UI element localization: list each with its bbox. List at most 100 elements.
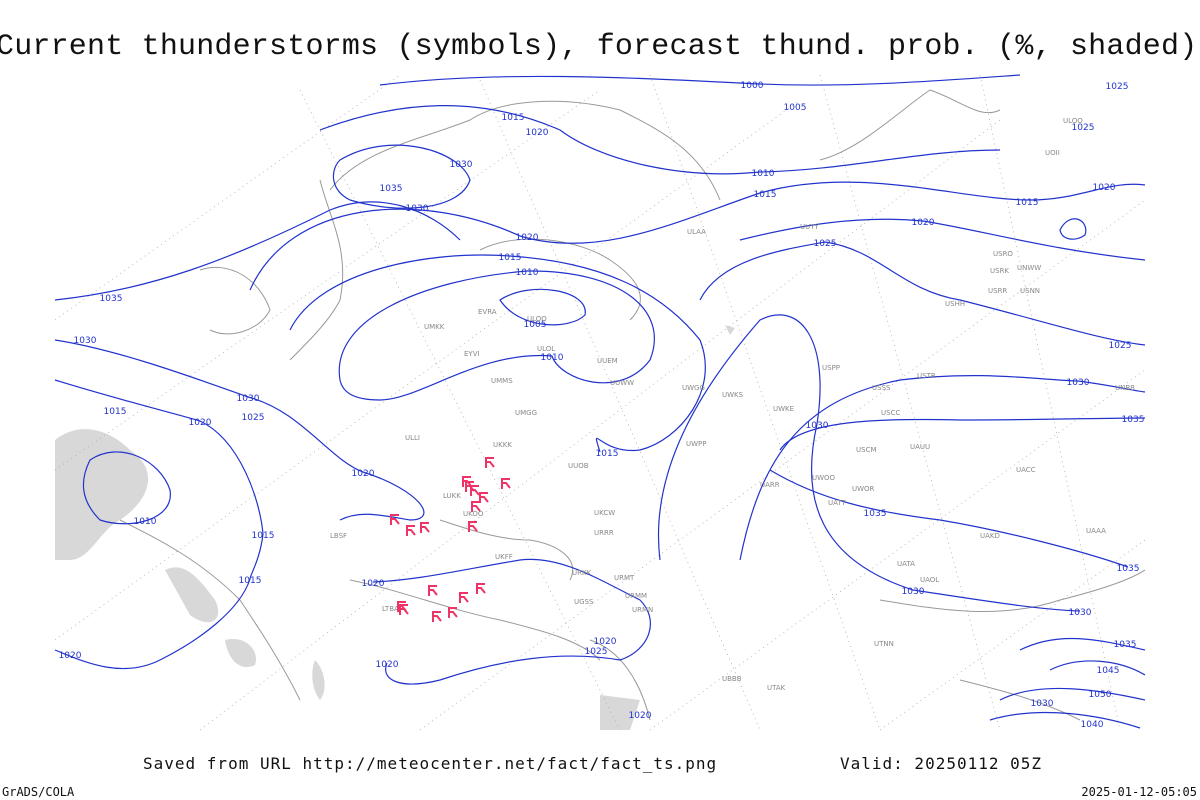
isobar-label: 1015 bbox=[499, 253, 522, 263]
isobar-label: 1020 bbox=[59, 651, 82, 661]
isobar-label: 1020 bbox=[629, 711, 652, 721]
station-label: UTAK bbox=[767, 684, 786, 692]
station-label: UKCW bbox=[594, 509, 615, 517]
thunderstorm-symbol bbox=[420, 522, 430, 533]
station-label: UNWW bbox=[1017, 264, 1041, 272]
station-label: UWOR bbox=[852, 485, 875, 493]
isobar-label: 1015 bbox=[239, 576, 262, 586]
isobar-label: 1020 bbox=[1093, 183, 1116, 193]
station-label: USTR bbox=[917, 372, 936, 380]
station-label: UNBB bbox=[1115, 384, 1135, 392]
station-label: UUOB bbox=[568, 462, 589, 470]
isobar-label: 1030 bbox=[902, 587, 925, 597]
isobar-label: 1035 bbox=[380, 184, 403, 194]
station-label: UWKS bbox=[722, 391, 744, 399]
isobar-label: 1010 bbox=[752, 169, 775, 179]
probability-shading bbox=[55, 325, 735, 730]
station-label: UWPP bbox=[686, 440, 707, 448]
station-label: UOII bbox=[1045, 149, 1060, 157]
thunderstorm-symbol bbox=[476, 583, 486, 594]
thunderstorm-symbol bbox=[479, 492, 489, 503]
isobar-label: 1030 bbox=[450, 160, 473, 170]
station-label: UWKE bbox=[773, 405, 794, 413]
station-label: LUKK bbox=[443, 492, 461, 500]
thunderstorm-symbols bbox=[390, 457, 511, 622]
station-label: UAOL bbox=[920, 576, 939, 584]
isobar-label: 1025 bbox=[1109, 341, 1132, 351]
thunderstorm-symbol bbox=[485, 457, 495, 468]
thunderstorm-symbol bbox=[459, 592, 469, 603]
isobar-label: 1020 bbox=[352, 469, 375, 479]
station-label: ULAA bbox=[687, 228, 706, 236]
station-label: EYVI bbox=[464, 350, 480, 358]
station-label: UKOO bbox=[463, 510, 484, 518]
isobar-label: 1015 bbox=[1016, 198, 1039, 208]
thunderstorm-symbol bbox=[390, 514, 400, 525]
isobar-label: 1005 bbox=[524, 320, 547, 330]
station-label: USRR bbox=[988, 287, 1007, 295]
station-label: ULOO bbox=[1063, 117, 1083, 125]
title: Current thunderstorms (symbols), forecas… bbox=[0, 30, 1197, 64]
isobar-label: 1030 bbox=[74, 336, 97, 346]
station-label: UBBB bbox=[722, 675, 742, 683]
isobar-label: 1035 bbox=[1117, 564, 1140, 574]
station-label: UMGG bbox=[515, 409, 537, 417]
software: GrADS/COLA bbox=[2, 785, 75, 799]
valid-time: Valid: 20250112 05Z bbox=[840, 754, 1042, 773]
isobar-label: 1035 bbox=[1122, 415, 1145, 425]
isobar-label: 1045 bbox=[1097, 666, 1120, 676]
station-label: USRO bbox=[993, 250, 1013, 258]
isobar-label: 1030 bbox=[1031, 699, 1054, 709]
isobar-label: 1000 bbox=[741, 81, 764, 91]
isobar-label: 1025 bbox=[585, 647, 608, 657]
isobar-label: 1020 bbox=[912, 218, 935, 228]
station-label: ULOO bbox=[527, 315, 547, 323]
station-label: UAUU bbox=[910, 443, 930, 451]
map-area bbox=[55, 70, 1145, 730]
station-label: USPP bbox=[822, 364, 840, 372]
thunderstorm-symbol bbox=[428, 585, 438, 596]
station-label: USHH bbox=[945, 300, 965, 308]
station-label: USCC bbox=[881, 409, 900, 417]
isobar-label: 1030 bbox=[806, 421, 829, 431]
isobar-label: 1020 bbox=[189, 418, 212, 428]
station-label: UWGG bbox=[682, 384, 705, 392]
station-label: USRK bbox=[990, 267, 1009, 275]
thunderstorm-symbol bbox=[468, 521, 478, 532]
isobar-label: 1035 bbox=[1114, 640, 1137, 650]
station-label: UUEM bbox=[597, 357, 618, 365]
station-label: UUWW bbox=[610, 379, 634, 387]
isobar-label: 1025 bbox=[1072, 123, 1095, 133]
thunderstorm-symbol bbox=[465, 481, 475, 492]
station-label: UKKK bbox=[493, 441, 512, 449]
thunderstorm-symbol bbox=[471, 501, 481, 512]
station-label: USCM bbox=[856, 446, 877, 454]
thunderstorm-symbol bbox=[448, 607, 458, 618]
isobar-label: 1015 bbox=[104, 407, 127, 417]
isobar-label: 1035 bbox=[100, 294, 123, 304]
station-label: URRR bbox=[594, 529, 614, 537]
station-label: UUYY bbox=[800, 223, 820, 231]
station-label: EVRA bbox=[478, 308, 497, 316]
isobar-label: 1015 bbox=[252, 531, 275, 541]
source-url: Saved from URL http://meteocenter.net/fa… bbox=[143, 754, 717, 773]
isobar-label: 1025 bbox=[242, 413, 265, 423]
isobar-label: 1020 bbox=[516, 233, 539, 243]
isobar-label: 1015 bbox=[754, 190, 777, 200]
thunderstorm-symbol bbox=[501, 478, 511, 489]
isobar-label: 1010 bbox=[516, 268, 539, 278]
station-label: UMMS bbox=[491, 377, 513, 385]
isobar-label: 1005 bbox=[784, 103, 807, 113]
isobar-label: 1020 bbox=[526, 128, 549, 138]
station-label: URMT bbox=[614, 574, 635, 582]
station-label: USSS bbox=[872, 384, 891, 392]
isobar-label: 1025 bbox=[1106, 82, 1129, 92]
station-label: UGSS bbox=[574, 598, 594, 606]
thunderstorm-symbol bbox=[432, 611, 442, 622]
station-label: LTBA bbox=[382, 605, 399, 613]
isobar-label: 1020 bbox=[594, 637, 617, 647]
station-label: UATA bbox=[897, 560, 915, 568]
timestamp: 2025-01-12-05:05 bbox=[1081, 785, 1197, 799]
station-label: URKK bbox=[572, 569, 592, 577]
isobar-label: 1040 bbox=[1081, 720, 1104, 730]
